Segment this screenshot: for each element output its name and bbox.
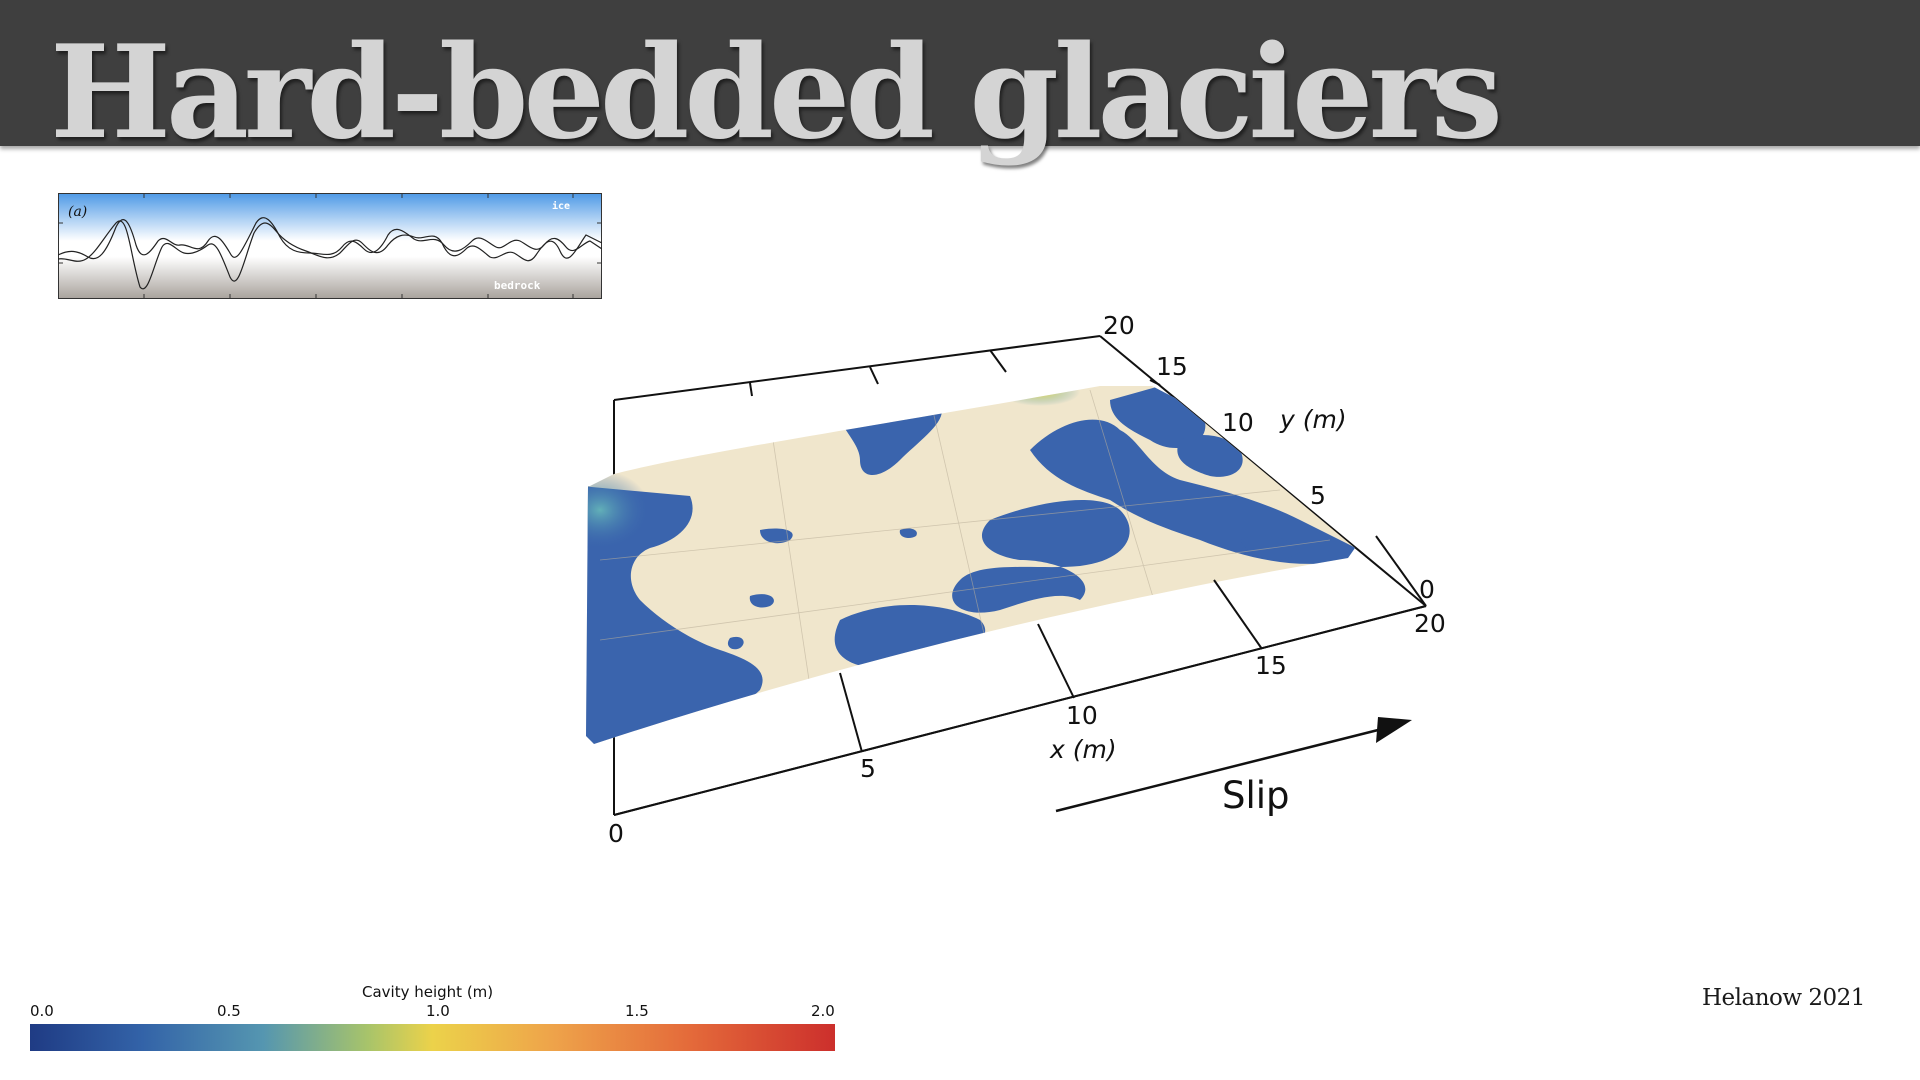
colorbar-tick-4: 2.0 [811,1002,835,1020]
y-tick-label-20: 20 [1103,311,1135,340]
x-tick-label-15: 15 [1255,651,1287,680]
colorbar-tick-3: 1.5 [625,1002,649,1020]
y-tick-label-15: 15 [1156,352,1188,381]
x-tick-label-5: 5 [860,754,876,783]
colorbar-gradient [30,1024,835,1051]
colorbar: Cavity height (m) 0.0 0.5 1.0 1.5 2.0 [30,983,835,1051]
y-tick-label-0: 0 [1419,575,1435,604]
bedrock-line [58,220,602,290]
x-tick-label-20: 20 [1414,609,1446,638]
axis-front-lines [613,535,1427,816]
y-tick-labels: 0 5 10 15 20 [1103,311,1435,604]
profile-ticks [58,193,602,299]
slip-arrow [1055,717,1412,813]
colorbar-label: Cavity height (m) [362,983,493,1001]
colorbar-tick-2: 1.0 [426,1002,450,1020]
x-axis-label: x (m) [1049,735,1117,764]
ice-label: ice [552,200,570,212]
slip-label: Slip [1222,774,1290,817]
x-tick-label-0: 0 [608,819,624,848]
x-tick-labels: 0 5 10 15 20 [608,609,1446,848]
citation: Helanow 2021 [1702,985,1865,1011]
surface-edge-glow [586,470,650,550]
cavity-surface-figure: 0 5 10 15 20 0 5 10 15 20 y (m) x (m) Sl… [586,311,1446,848]
title-bar: Hard-bedded glaciers [0,0,1920,168]
profile-panel-label: (a) [68,204,87,220]
bedrock-label: bedrock [494,279,541,292]
colorbar-tick-1: 0.5 [217,1002,241,1020]
y-axis-label: y (m) [1279,405,1347,434]
bed-profile-figure: (a) ice bedrock [58,193,602,299]
ice-surface-line [58,217,602,260]
surface-mesh-lines [599,389,1331,701]
y-tick-label-10: 10 [1222,408,1254,437]
x-tick-label-10: 10 [1066,701,1098,730]
colorbar-tick-0: 0.0 [30,1002,54,1020]
colorbar-ticks: 0.0 0.5 1.0 1.5 2.0 [30,1002,835,1020]
page-title: Hard-bedded glaciers [50,18,1503,168]
cavity-surface [586,386,1355,744]
y-tick-label-5: 5 [1310,481,1326,510]
surface-hot-spot [1000,386,1080,406]
